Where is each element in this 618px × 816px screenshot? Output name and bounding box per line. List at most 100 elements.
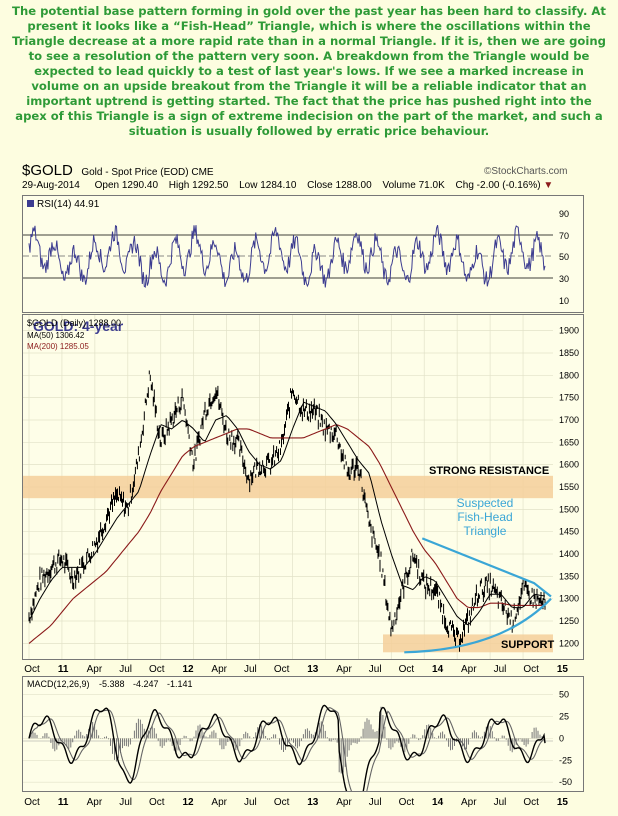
x-axis-label: Oct [399, 664, 415, 675]
price-tick: 1250 [559, 616, 579, 626]
rsi-tick: 30 [559, 274, 569, 284]
macd-panel: 50 25 0 -25 -50 MACD(12,26,9) -5.388 -4.247 … [22, 676, 584, 792]
x-axis-top: Oct 11 Apr Jul Oct 12 Apr Jul Oct 13 Apr Jul Oct 14 Ap… [22, 660, 582, 675]
macd-tick: 50 [559, 690, 569, 700]
open-label: Open [94, 180, 120, 191]
macd-histogram [30, 706, 545, 774]
ohlc-line: 29-Aug-2014 Open 1290.40 High 1292.50 Lo… [22, 180, 553, 191]
x-axis-label: Jul [369, 797, 382, 808]
commentary-text: The potential base pattern forming in go… [12, 4, 606, 138]
x-axis-label: Apr [336, 797, 352, 808]
price-tick: 1800 [559, 370, 579, 380]
x-axis-label: Apr [87, 797, 103, 808]
instrument-name: Gold - Spot Price (EOD) CME [81, 167, 214, 178]
x-axis-label: Oct [523, 797, 539, 808]
macd-tick: -25 [559, 755, 572, 765]
x-axis-label: Apr [211, 664, 227, 675]
price-tick: 1600 [559, 460, 579, 470]
annotation-line-2: Fish-Head [457, 510, 512, 524]
chg-label: Chg [455, 180, 474, 191]
x-axis-label: Oct [24, 664, 40, 675]
low-label: Low [239, 180, 258, 191]
x-axis-label: 13 [307, 664, 319, 675]
price-panel: 1900 1850 1800 1750 1700 1650 1600 1550 1500 1450… [22, 314, 584, 660]
macd-tick: 25 [559, 711, 569, 721]
macd-tick: -50 [559, 777, 572, 787]
x-axis-bottom-svg: Oct 11 Apr Jul Oct 12 Apr Jul Oct 13 Apr Jul Oct 14 Ap… [24, 797, 569, 808]
x-axis-label: 14 [432, 664, 444, 675]
legend-ma50: MA(50) 1306.42 [27, 331, 85, 340]
price-tick: 1500 [559, 504, 579, 514]
quote-date: 29-Aug-2014 [22, 180, 80, 191]
rsi-ticks: 90 70 50 30 10 [559, 209, 569, 306]
rsi-tick: 10 [559, 296, 569, 306]
stockcharts-watermark: ©StockCharts.com [484, 166, 568, 177]
x-axis-label: Oct [149, 797, 165, 808]
legend-ma200: MA(200) 1285.05 [27, 342, 89, 351]
price-axis-ticks: 1900 1850 1800 1750 1700 1650 1600 1550 1500 1450… [559, 326, 579, 649]
close-label: Close [307, 180, 333, 191]
price-tick: 1550 [559, 482, 579, 492]
x-axis-label: Apr [336, 664, 352, 675]
open-value: 1290.40 [121, 180, 159, 191]
x-axis-label: Apr [461, 664, 477, 675]
symbol: $GOLD [22, 162, 73, 179]
price-legend: $GOLD (Daily) 1288.00 MA(50) 1306.42 MA(… [27, 318, 121, 351]
rsi-label: RSI(14) 44.91 [37, 199, 100, 210]
macd-legend: MACD(12,26,9) -5.388 -4.247 -1.141 [27, 679, 193, 689]
macd-signal-line [28, 707, 546, 791]
x-axis-label: 12 [182, 797, 194, 808]
x-axis-label: 11 [58, 797, 69, 808]
macd-tick: 0 [559, 733, 564, 743]
rsi-legend-swatch [27, 200, 34, 207]
down-arrow-icon: ▼ [543, 180, 554, 191]
fish-head-triangle [404, 537, 552, 654]
rsi-tick: 70 [559, 231, 569, 241]
price-tick: 1850 [559, 348, 579, 358]
volume-value: 71.0K [418, 180, 445, 191]
legend-price: $GOLD (Daily) 1288.00 [27, 318, 121, 328]
x-axis-label: Jul [244, 664, 257, 675]
price-tick: 1350 [559, 571, 579, 581]
price-tick: 1300 [559, 594, 579, 604]
price-tick: 1900 [559, 326, 579, 336]
price-svg: 1900 1850 1800 1750 1700 1650 1600 1550 1500 1450… [23, 315, 579, 659]
x-axis-label: Oct [274, 664, 290, 675]
high-value: 1292.50 [192, 180, 229, 191]
x-axis-label: 12 [182, 664, 194, 675]
x-axis-label: 15 [557, 664, 569, 675]
annotation-line-3: Triangle [464, 524, 507, 538]
annotation-line-1: Suspected [457, 496, 514, 510]
x-axis-label: Apr [87, 664, 103, 675]
chg-value: -2.00 (-0.16%) [476, 180, 541, 191]
x-axis-label: 14 [432, 797, 444, 808]
price-tick: 1750 [559, 393, 579, 403]
low-value: 1284.10 [260, 180, 297, 191]
ma200-line [28, 424, 545, 644]
ma50-line [28, 401, 546, 626]
x-axis-label: 15 [557, 797, 569, 808]
rsi-tick: 90 [559, 209, 569, 219]
x-axis-label: Oct [274, 797, 290, 808]
macd-value-3: -1.141 [167, 679, 193, 689]
x-axis-label: Oct [523, 664, 539, 675]
x-axis-label: Oct [24, 797, 40, 808]
price-bars [28, 370, 546, 652]
x-axis-label: Jul [244, 797, 257, 808]
volume-label: Volume [382, 180, 416, 191]
x-axis-label: Jul [369, 664, 382, 675]
x-axis-label: Jul [119, 797, 132, 808]
x-axis-label: Apr [461, 797, 477, 808]
support-label: SUPPORT [501, 639, 554, 651]
high-label: High [168, 180, 190, 191]
x-axis-top-svg: Oct 11 Apr Jul Oct 12 Apr Jul Oct 13 Apr Jul Oct 14 Ap… [24, 664, 569, 675]
macd-line [28, 704, 546, 791]
rsi-panel: 90 70 50 30 10 RSI(14) 44.91 [22, 195, 584, 313]
rsi-svg: 90 70 50 30 10 RSI(14) 44.91 [23, 199, 569, 306]
rsi-legend: RSI(14) 44.91 [27, 199, 100, 210]
price-tick: 1650 [559, 437, 579, 447]
rsi-line [28, 225, 546, 288]
macd-ticks: 50 25 0 -25 -50 [23, 690, 572, 787]
macd-label: MACD(12,26,9) [27, 679, 90, 689]
price-tick: 1450 [559, 527, 579, 537]
